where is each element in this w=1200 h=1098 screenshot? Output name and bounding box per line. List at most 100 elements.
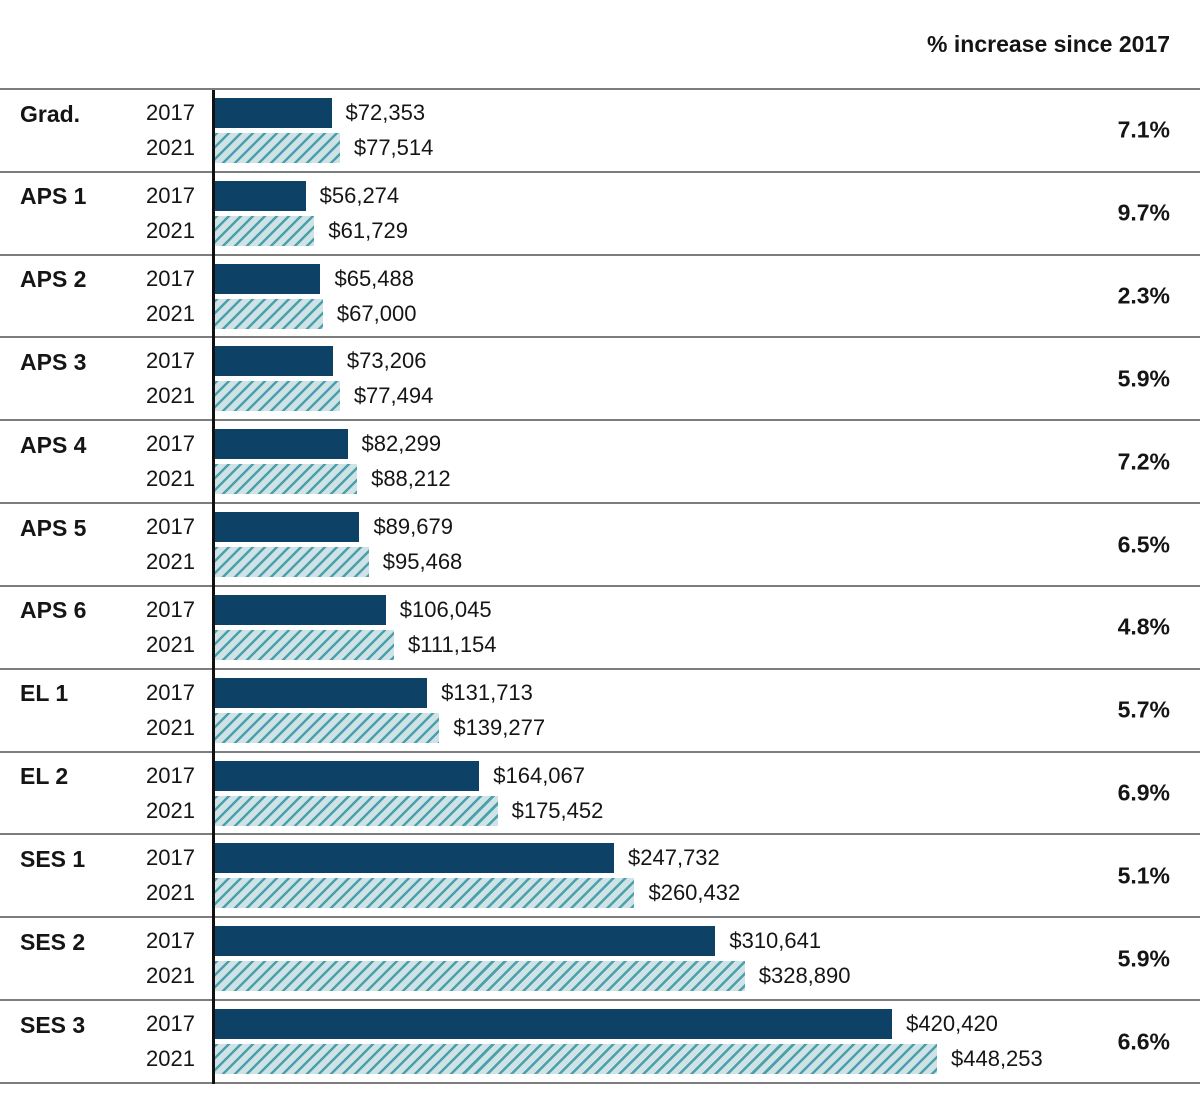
category-row: SES 3 2017 $420,420 2021 $448,253 6.6% — [0, 1001, 1200, 1084]
pct-increase-value: 5.9% — [1117, 945, 1170, 972]
category-label: APS 3 — [20, 348, 87, 375]
bar-2017 — [215, 760, 480, 791]
category-label: EL 1 — [20, 680, 69, 707]
bar-2017 — [215, 594, 386, 625]
year-label-2017: 2017 — [146, 182, 195, 208]
category-label: APS 1 — [20, 183, 87, 210]
category-row: EL 2 2017 $164,067 2021 $175,452 6.9% — [0, 753, 1200, 836]
bar-line-2021: 2021 $139,277 — [0, 712, 1200, 743]
category-row: SES 1 2017 $247,732 2021 $260,432 5.1% — [0, 835, 1200, 919]
bar-line-2017: 2017 $72,353 — [0, 97, 1200, 128]
category-row: APS 4 2017 $82,299 2021 $88,212 7.2% — [0, 421, 1200, 505]
year-label-2021: 2021 — [146, 383, 195, 409]
pct-increase-value: 6.5% — [1117, 531, 1170, 558]
year-label-2017: 2017 — [146, 1011, 195, 1037]
value-label-2017: $310,641 — [729, 928, 822, 954]
bar-2021 — [215, 215, 315, 246]
bar-2021 — [215, 712, 440, 743]
year-label-2017: 2017 — [146, 762, 195, 788]
bar-2017 — [215, 346, 333, 377]
year-label-2021: 2021 — [146, 217, 195, 243]
value-label-2017: $247,732 — [628, 845, 720, 871]
category-label: APS 6 — [20, 597, 87, 624]
category-label: EL 2 — [20, 763, 69, 790]
value-label-2017: $82,299 — [361, 431, 442, 457]
bar-2021 — [215, 629, 395, 660]
year-label-2021: 2021 — [146, 797, 195, 823]
year-label-2017: 2017 — [146, 679, 195, 705]
pct-increase-value: 5.7% — [1117, 696, 1170, 723]
value-label-2021: $67,000 — [336, 300, 417, 326]
bar-2017 — [215, 843, 615, 874]
bar-line-2017: 2017 $56,274 — [0, 180, 1200, 211]
bar-2017 — [215, 512, 360, 543]
bar-2017 — [215, 429, 348, 460]
pct-increase-value: 9.7% — [1117, 199, 1170, 226]
value-label-2017: $164,067 — [493, 762, 586, 788]
year-label-2021: 2021 — [146, 549, 195, 575]
pct-increase-value: 7.1% — [1117, 116, 1170, 143]
value-label-2021: $77,514 — [353, 134, 434, 160]
bar-line-2021: 2021 $77,514 — [0, 132, 1200, 163]
category-label: SES 2 — [20, 928, 86, 955]
year-label-2017: 2017 — [146, 514, 195, 540]
year-label-2017: 2017 — [146, 596, 195, 622]
bar-line-2021: 2021 $111,154 — [0, 629, 1200, 660]
value-label-2017: $131,713 — [441, 679, 533, 705]
pct-increase-value: 5.9% — [1117, 365, 1170, 392]
value-label-2017: $106,045 — [399, 596, 492, 622]
chart-header: % increase since 2017 — [0, 0, 1200, 88]
year-label-2017: 2017 — [146, 928, 195, 954]
value-label-2021: $77,494 — [353, 383, 434, 409]
bar-2021 — [215, 464, 358, 495]
year-label-2021: 2021 — [146, 134, 195, 160]
category-label: APS 2 — [20, 266, 87, 293]
category-label: APS 5 — [20, 514, 87, 541]
year-label-2017: 2017 — [146, 845, 195, 871]
bar-2021 — [215, 132, 340, 163]
bar-2021 — [215, 381, 340, 412]
bar-line-2017: 2017 $420,420 — [0, 1009, 1200, 1040]
year-label-2021: 2021 — [146, 880, 195, 906]
bar-line-2017: 2017 $310,641 — [0, 926, 1200, 957]
value-label-2017: $420,420 — [906, 1011, 998, 1037]
bar-2021 — [215, 961, 745, 992]
category-row: EL 1 2017 $131,713 2021 $139,277 5.7% — [0, 670, 1200, 753]
category-label: Grad. — [20, 100, 81, 127]
value-label-2021: $111,154 — [408, 631, 497, 657]
category-label: SES 1 — [20, 845, 86, 872]
bar-line-2017: 2017 $131,713 — [0, 677, 1200, 708]
pct-increase-value: 6.9% — [1117, 779, 1170, 806]
category-row: APS 2 2017 $65,488 2021 $67,000 2.3% — [0, 256, 1200, 339]
category-row: APS 5 2017 $89,679 2021 $95,468 6.5% — [0, 504, 1200, 587]
year-label-2021: 2021 — [146, 466, 195, 492]
bar-line-2021: 2021 $95,468 — [0, 547, 1200, 578]
value-label-2021: $61,729 — [328, 217, 408, 243]
value-label-2017: $56,274 — [319, 182, 400, 208]
bar-2017 — [215, 926, 716, 957]
category-row: Grad. 2017 $72,353 2021 $77,514 7.1% — [0, 90, 1200, 173]
chart-body: Grad. 2017 $72,353 2021 $77,514 7.1% APS… — [0, 88, 1200, 1084]
bar-line-2021: 2021 $88,212 — [0, 464, 1200, 495]
pct-column-header: % increase since 2017 — [927, 30, 1170, 57]
bar-line-2017: 2017 $106,045 — [0, 594, 1200, 625]
category-row: APS 1 2017 $56,274 2021 $61,729 9.7% — [0, 173, 1200, 256]
bar-2017 — [215, 263, 321, 294]
year-label-2017: 2017 — [146, 99, 195, 125]
bar-line-2017: 2017 $247,732 — [0, 843, 1200, 874]
year-label-2021: 2021 — [146, 963, 195, 989]
bar-2021 — [215, 547, 369, 578]
value-label-2021: $260,432 — [648, 880, 741, 906]
value-label-2021: $328,890 — [758, 963, 851, 989]
bar-line-2017: 2017 $73,206 — [0, 346, 1200, 377]
year-label-2021: 2021 — [146, 631, 195, 657]
category-label: APS 4 — [20, 431, 87, 458]
pct-increase-value: 2.3% — [1117, 282, 1170, 309]
year-label-2021: 2021 — [146, 300, 195, 326]
year-label-2021: 2021 — [146, 1046, 195, 1072]
bar-line-2021: 2021 $175,452 — [0, 795, 1200, 826]
bar-line-2021: 2021 $67,000 — [0, 298, 1200, 329]
pct-increase-value: 4.8% — [1117, 613, 1170, 640]
category-label: SES 3 — [20, 1011, 86, 1038]
